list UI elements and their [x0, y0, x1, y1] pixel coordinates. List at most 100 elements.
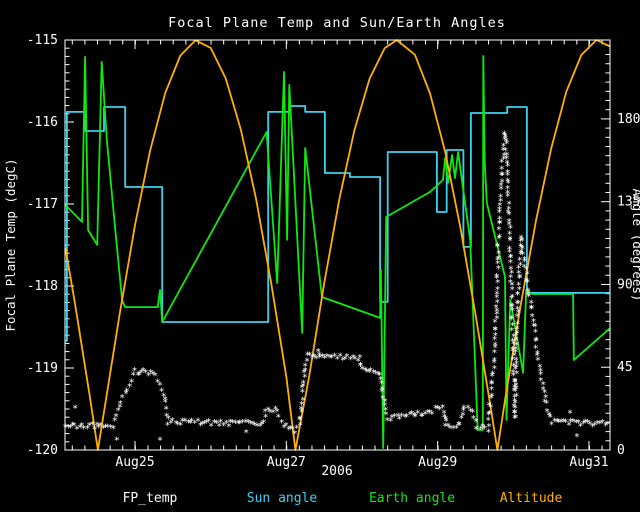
fp-temp-point: * [524, 269, 530, 280]
fp-temp-point: * [507, 278, 513, 289]
fp-temp-point: * [316, 351, 322, 362]
fp-temp-point: * [538, 376, 544, 387]
fp-temp-point: * [482, 424, 488, 435]
fp-temp-point: * [497, 201, 503, 212]
fp-temp-point: * [395, 411, 401, 422]
fp-temp-point: * [302, 366, 308, 377]
fp-temp-point: * [164, 420, 170, 431]
fp-temp-point: * [512, 365, 518, 376]
fp-temp-point: * [492, 325, 498, 336]
fp-temp-point: * [534, 351, 540, 362]
fp-temp-point: * [604, 420, 610, 431]
fp-temp-point: * [491, 356, 497, 367]
fp-temp-point: * [514, 319, 520, 330]
fp-temp-point: * [509, 302, 515, 313]
fp-temp-point: * [513, 355, 519, 366]
fp-temp-point: * [299, 408, 305, 419]
fp-temp-point: * [299, 383, 305, 394]
fp-temp-point: * [509, 306, 515, 317]
fp-temp-point: * [542, 388, 548, 399]
fp-temp-point: * [543, 399, 549, 410]
fp-temp-point: * [505, 170, 511, 181]
fp-temp-point: * [199, 420, 205, 431]
fp-temp-point: * [511, 361, 517, 372]
fp-temp-point: * [478, 425, 484, 436]
fp-temp-point: * [373, 369, 379, 380]
fp-temp-point: * [340, 356, 346, 367]
fp-temp-point: * [515, 290, 521, 301]
fp-temp-point: * [535, 356, 541, 367]
fp-temp-point: * [211, 418, 217, 429]
fp-temp-point: * [538, 370, 544, 381]
fp-temp-point: * [544, 407, 550, 418]
fp-temp-point: * [422, 410, 428, 421]
fp-temp-point: * [532, 328, 538, 339]
fp-temp-point: * [497, 205, 503, 216]
fp-temp-point: * [204, 418, 210, 429]
fp-temp-point: * [407, 410, 413, 421]
fp-temp-point: * [311, 352, 317, 363]
fp-temp-point: * [352, 354, 358, 365]
fp-temp-point: * [507, 236, 513, 247]
fp-temp-point: * [575, 418, 581, 429]
fp-temp-point: * [512, 387, 518, 398]
fp-temp-point: * [396, 415, 402, 426]
fp-temp-point: * [148, 368, 154, 379]
fp-temp-point: * [533, 335, 539, 346]
x-tick-label: Aug25 [115, 455, 154, 470]
fp-temp-point: * [458, 413, 464, 424]
fp-temp-point: * [543, 393, 549, 404]
fp-temp-point: * [518, 233, 524, 244]
fp-temp-point: * [383, 405, 389, 416]
fp-temp-point: * [300, 378, 306, 389]
fp-temp-point: * [513, 362, 519, 373]
y-axis-left-title: Focal Plane Temp (degC) [3, 158, 18, 331]
fp-temp-point: * [317, 353, 323, 364]
fp-temp-point: * [497, 214, 503, 225]
fp-temp-point: * [486, 409, 492, 420]
fp-temp-point: * [375, 370, 381, 381]
fp-temp-point: * [357, 353, 363, 364]
fp-temp-point: * [507, 252, 513, 263]
fp-temp-point: * [493, 303, 499, 314]
fp-temp-point: * [259, 420, 265, 431]
fp-temp-point: * [382, 401, 388, 412]
fp-temp-point: * [509, 326, 515, 337]
fp-temp-point: * [332, 351, 338, 362]
fp-temp-point: * [114, 435, 120, 446]
fp-temp-point: * [490, 370, 496, 381]
fp-temp-point: * [371, 368, 377, 379]
fp-temp-point: * [523, 265, 529, 276]
fp-temp-point: * [162, 395, 168, 406]
fp-temp-point: * [580, 419, 586, 430]
fp-temp-point: * [533, 336, 539, 347]
fp-temp-point: * [182, 416, 188, 427]
fp-temp-point: * [488, 379, 494, 390]
fp-temp-point: * [402, 412, 408, 423]
fp-temp-point: * [566, 421, 572, 432]
fp-temp-point: * [554, 417, 560, 428]
fp-temp-point: * [502, 146, 508, 157]
fp-temp-point: * [442, 421, 448, 432]
fp-temp-point: * [567, 408, 573, 419]
fp-temp-point: * [505, 208, 511, 219]
fp-temp-point: * [300, 381, 306, 392]
fp-temp-point: * [488, 403, 494, 414]
fp-temp-point: * [512, 404, 518, 415]
fp-temp-point: * [136, 370, 142, 381]
fp-temp-point: * [429, 409, 435, 420]
fp-temp-point: * [112, 416, 118, 427]
fp-temp-point: * [129, 378, 135, 389]
fp-temp-point: * [498, 197, 504, 208]
fp-temp-point: * [81, 424, 87, 435]
chart-title: Focal Plane Temp and Sun/Earth Angles [168, 15, 506, 31]
fp-temp-point: * [197, 421, 203, 432]
fp-temp-point: * [519, 236, 525, 247]
fp-temp-point: * [501, 154, 507, 165]
fp-temp-point: * [589, 422, 595, 433]
fp-temp-point: * [270, 408, 276, 419]
fp-temp-point: * [513, 336, 519, 347]
fp-temp-point: * [509, 285, 515, 296]
fp-temp-point: * [334, 355, 340, 366]
